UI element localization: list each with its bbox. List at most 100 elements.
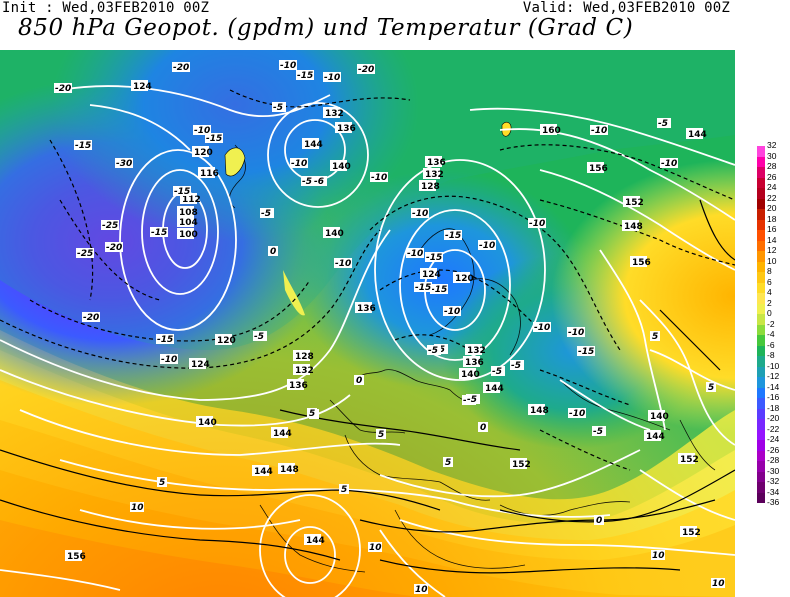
geo-label: 144 [686, 128, 707, 140]
temp-label: -10 [160, 354, 178, 365]
svg-text:-10: -10 [444, 307, 460, 317]
colorbar-label: 16 [767, 224, 777, 234]
colorbar-label: 26 [767, 171, 777, 182]
geo-label: 152 [678, 453, 699, 465]
colorbar-segment [757, 240, 765, 251]
svg-text:-15: -15 [75, 141, 91, 151]
svg-text:-20: -20 [55, 84, 71, 94]
temp-label: -5 [466, 394, 480, 405]
colorbar-segment [757, 219, 765, 230]
temp-label: -5 [510, 360, 524, 371]
svg-text:-20: -20 [83, 313, 99, 323]
svg-text:148: 148 [280, 465, 299, 475]
svg-text:5: 5 [378, 430, 384, 440]
svg-text:-10: -10 [291, 159, 307, 169]
geo-label: 136 [425, 156, 446, 168]
colorbar-label: -2 [767, 318, 775, 329]
temp-label: -10 [590, 125, 608, 136]
colorbar-label: 10 [767, 255, 777, 266]
temp-label: -25 [76, 248, 94, 259]
temp-label: -5 [253, 331, 267, 342]
colorbar-segment [757, 429, 765, 440]
colorbar-label: 32 [767, 140, 777, 150]
geo-label: 132 [423, 168, 444, 180]
geo-label: 124 [189, 358, 210, 370]
temp-label: 0 [594, 515, 604, 526]
temp-label: -15 [425, 252, 443, 263]
svg-text:5: 5 [445, 458, 451, 468]
svg-text:144: 144 [485, 384, 504, 394]
colorbar-label: -4 [767, 329, 775, 339]
colorbar-label: 18 [767, 213, 777, 224]
svg-text:152: 152 [625, 198, 644, 208]
svg-text:100: 100 [179, 230, 198, 240]
svg-text:124: 124 [133, 82, 152, 92]
svg-text:-10: -10 [194, 126, 210, 136]
svg-text:5: 5 [341, 485, 347, 495]
temp-label: 5 [157, 477, 167, 488]
svg-text:-15: -15 [151, 228, 167, 238]
svg-text:136: 136 [289, 381, 308, 391]
svg-text:-10: -10 [591, 126, 607, 136]
temp-label: 5 [339, 484, 349, 495]
geo-label: 116 [198, 167, 219, 179]
svg-text:-10: -10 [479, 241, 495, 251]
geo-label: 128 [293, 350, 314, 362]
colorbar-label: 8 [767, 266, 772, 276]
svg-text:152: 152 [512, 460, 531, 470]
temp-label: -10 [279, 60, 297, 71]
geo-label: 140 [196, 416, 217, 428]
geo-label: 156 [587, 162, 608, 174]
temp-label: -10 [568, 408, 586, 419]
svg-text:144: 144 [254, 467, 273, 477]
svg-text:-15: -15 [415, 283, 431, 293]
svg-text:144: 144 [273, 429, 292, 439]
svg-text:-10: -10 [407, 249, 423, 259]
geo-label: 112 [180, 193, 201, 205]
svg-text:140: 140 [198, 418, 217, 428]
geo-label: 148 [528, 404, 549, 416]
temp-label: 5 [307, 408, 317, 419]
geo-label: 156 [630, 256, 651, 268]
geo-label: 124 [420, 268, 441, 280]
svg-text:10: 10 [712, 579, 725, 589]
svg-text:-25: -25 [77, 249, 93, 259]
colorbar-label: 14 [767, 234, 777, 245]
svg-text:140: 140 [461, 370, 480, 380]
temp-label: -15 [173, 186, 191, 197]
temp-label: -20 [54, 83, 72, 94]
colorbar-segment [757, 156, 765, 167]
svg-text:156: 156 [589, 164, 608, 174]
geo-label: 144 [644, 430, 665, 442]
svg-text:132: 132 [467, 346, 486, 356]
svg-text:132: 132 [325, 109, 344, 119]
geo-label: 136 [463, 356, 484, 368]
geo-label: 128 [419, 180, 440, 192]
svg-text:-5: -5 [254, 332, 264, 342]
svg-text:-15: -15 [426, 253, 442, 263]
svg-text:-10: -10 [161, 355, 177, 365]
svg-text:-5: -5 [261, 209, 271, 219]
svg-text:152: 152 [680, 455, 699, 465]
temp-label: 0 [268, 246, 278, 257]
svg-text:120: 120 [194, 148, 213, 158]
weather-map: 124 132 136 120 116 112 108 104 100 144 … [0, 50, 735, 597]
svg-text:0: 0 [596, 516, 602, 526]
svg-text:132: 132 [295, 366, 314, 376]
temp-label: 5 [706, 382, 716, 393]
svg-text:5: 5 [708, 383, 714, 393]
geo-label: 144 [252, 465, 273, 477]
svg-text:144: 144 [306, 536, 325, 546]
colorbar-segment [757, 492, 765, 503]
svg-text:-15: -15 [174, 187, 190, 197]
svg-text:-15: -15 [431, 285, 447, 295]
svg-text:128: 128 [421, 182, 440, 192]
header-bar: Init : Wed,03FEB2010 00Z Valid: Wed,03FE… [0, 0, 790, 50]
temp-label: -15 [205, 133, 223, 144]
colorbar-segment [757, 398, 765, 409]
geo-label: 148 [278, 463, 299, 475]
svg-text:-15: -15 [297, 71, 313, 81]
temp-label: -10 [528, 218, 546, 229]
temp-label: -15 [577, 346, 595, 357]
svg-text:5: 5 [159, 478, 165, 488]
